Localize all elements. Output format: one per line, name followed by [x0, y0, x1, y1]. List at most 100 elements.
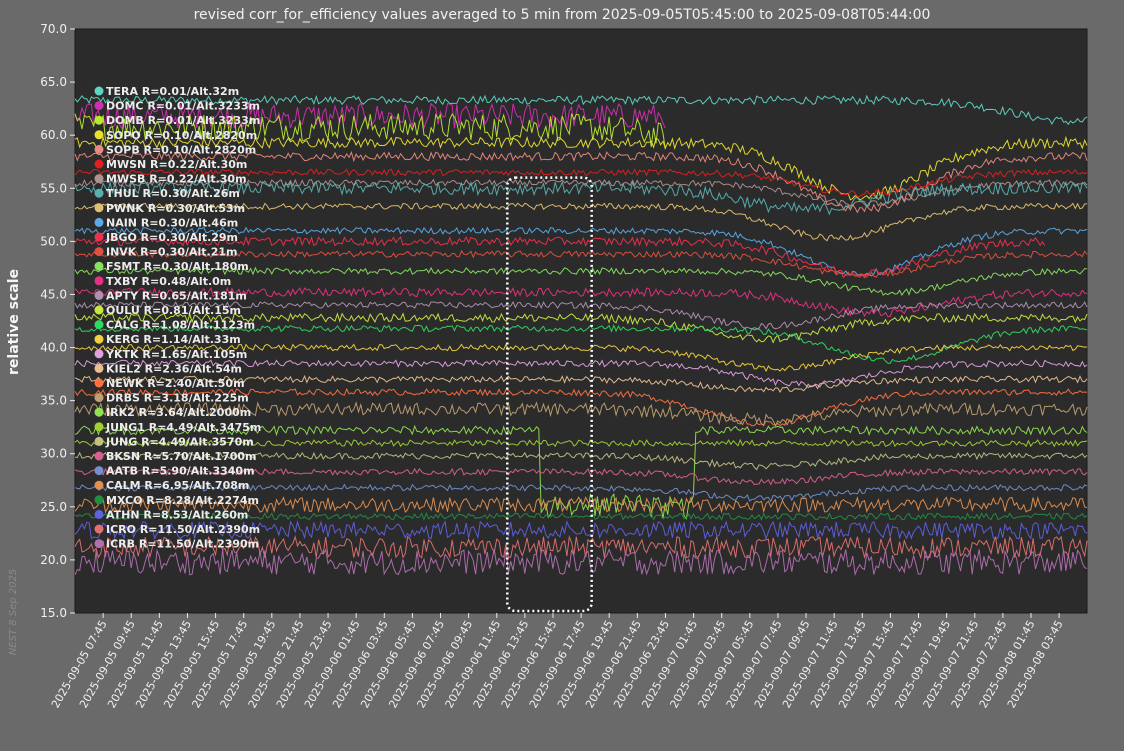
series-line — [74, 451, 1088, 471]
chart-title: revised corr_for_efficiency values avera… — [194, 7, 931, 23]
y-tick-label: 25.0 — [40, 500, 67, 514]
watermark: NEST 8 Sep 2025 — [8, 569, 19, 655]
legend-marker — [94, 203, 104, 213]
legend-marker — [94, 232, 104, 242]
series-line — [74, 519, 1088, 541]
legend-label: APTY R=0.65/Alt.181m — [106, 289, 247, 302]
legend-label: ICRO R=11.50/Alt.2390m — [106, 523, 260, 536]
legend-marker — [94, 159, 104, 169]
legend-label: MWSN R=0.22/Alt.30m — [106, 158, 247, 171]
legend-marker — [94, 495, 104, 505]
legend-marker — [94, 261, 104, 271]
series-line — [74, 202, 1088, 242]
legend-marker — [94, 436, 104, 446]
legend-marker — [94, 247, 104, 257]
legend-label: TERA R=0.01/Alt.32m — [106, 85, 239, 98]
series-line — [74, 300, 1088, 330]
legend-marker — [94, 217, 104, 227]
legend-marker — [94, 393, 104, 403]
series-line — [74, 483, 1088, 503]
legend-label: SOPB R=0.10/Alt.2820m — [106, 143, 256, 156]
series-line — [74, 168, 1088, 198]
legend-label: BKSN R=5.70/Alt.1700m — [106, 450, 257, 463]
legend-marker — [94, 524, 104, 534]
legend-label: ICRB R=11.50/Alt.2390m — [106, 538, 259, 551]
y-tick-label: 70.0 — [40, 22, 67, 36]
legend-marker — [94, 363, 104, 373]
series-line — [74, 235, 1046, 279]
series-line — [74, 180, 1088, 216]
series-line — [74, 102, 666, 131]
legend-marker — [94, 174, 104, 184]
series-line — [74, 266, 1088, 296]
legend-marker — [94, 407, 104, 417]
series-line — [74, 495, 1088, 514]
series-line — [74, 113, 666, 150]
y-tick-label: 45.0 — [40, 287, 67, 301]
legend-label: IRK2 R=3.64/Alt.2000m — [106, 406, 251, 419]
y-tick-label: 40.0 — [40, 341, 67, 355]
y-axis-label: relative scale — [6, 269, 22, 375]
y-tick-label: 20.0 — [40, 553, 67, 567]
series-line — [74, 387, 1088, 427]
series-line — [74, 150, 1088, 214]
series-line — [74, 359, 1088, 389]
legend-label: NEWK R=2.40/Alt.50m — [106, 377, 245, 390]
series-line — [74, 135, 1088, 201]
legend-label: AATB R=5.90/Alt.3340m — [106, 465, 255, 478]
series-line — [74, 324, 1088, 364]
y-tick-label: 55.0 — [40, 181, 67, 195]
y-tick-label: 50.0 — [40, 234, 67, 248]
legend-label: FSMT R=0.30/Alt.180m — [106, 260, 249, 273]
legend-marker — [94, 466, 104, 476]
legend-marker — [94, 334, 104, 344]
legend-marker — [94, 509, 104, 519]
legend-label: NAIN R=0.30/Alt.46m — [106, 216, 238, 229]
series-line — [74, 438, 1088, 448]
y-tick-label: 30.0 — [40, 447, 67, 461]
series-line — [74, 374, 1088, 393]
legend-label: MXCO R=8.28/Alt.2274m — [106, 494, 259, 507]
legend-marker — [94, 539, 104, 549]
legend-label: DRBS R=3.18/Alt.225m — [106, 392, 249, 405]
legend: TERA R=0.01/Alt.32m DOMC R=0.01/Alt.3233m… — [94, 85, 261, 551]
legend-label: PWNK R=0.30/Alt.53m — [106, 202, 245, 215]
legend-label: TXBY R=0.48/Alt.0m — [106, 275, 231, 288]
legend-label: CALG R=1.08/Alt.1123m — [106, 319, 255, 332]
highlight-rect — [506, 176, 593, 613]
legend-label: JBGO R=0.30/Alt.29m — [105, 231, 238, 244]
legend-label: JUNG R=4.49/Alt.3570m — [105, 435, 254, 448]
legend-label: KERG R=1.14/Alt.33m — [106, 333, 241, 346]
legend-marker — [94, 86, 104, 96]
legend-label: CALM R=6.95/Alt.708m — [106, 479, 249, 492]
series-line — [74, 401, 1088, 427]
legend-label: YKTK R=1.65/Alt.105m — [105, 348, 247, 361]
legend-label: OULU R=0.81/Alt.15m — [106, 304, 241, 317]
series-line — [74, 548, 1088, 577]
legend-marker — [94, 320, 104, 330]
legend-label: DOMB R=0.01/Alt.3233m — [106, 114, 260, 127]
series-lines — [74, 94, 1088, 577]
series-line — [74, 226, 1088, 277]
series-line — [74, 467, 1088, 486]
legend-marker — [94, 349, 104, 359]
series-line — [74, 286, 1088, 318]
legend-marker — [94, 480, 104, 490]
legend-label: SOPO R=0.10/Alt.2820m — [106, 129, 257, 142]
legend-marker — [94, 144, 104, 154]
legend-marker — [94, 378, 104, 388]
y-tick-label: 35.0 — [40, 394, 67, 408]
y-tick-label: 65.0 — [40, 75, 67, 89]
y-axis: 15.0 20.0 25.0 30.0 35.0 40.0 45.0 50.0 55.0 60.0… — [40, 22, 75, 620]
legend-label: MWSB R=0.22/Alt.30m — [106, 173, 247, 186]
series-line — [74, 94, 1088, 126]
legend-marker — [94, 305, 104, 315]
y-tick-label: 60.0 — [40, 128, 67, 142]
legend-label: KIEL2 R=2.36/Alt.54m — [106, 362, 242, 375]
legend-marker — [94, 115, 104, 125]
highlight-box — [506, 176, 593, 613]
legend-marker — [94, 290, 104, 300]
series-line — [74, 424, 1088, 520]
